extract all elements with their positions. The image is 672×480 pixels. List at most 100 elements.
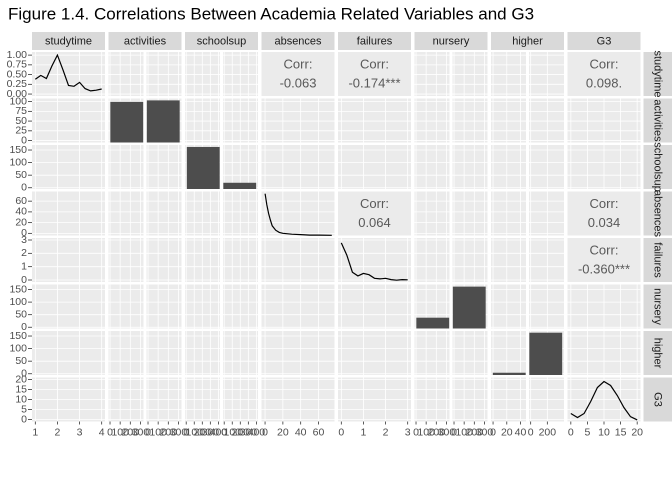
panel <box>529 98 564 143</box>
panel <box>414 191 450 236</box>
strip-label: G3 <box>652 392 664 407</box>
y-tick-label: 2 <box>21 247 27 259</box>
y-tick-label: 0.75 <box>7 59 28 71</box>
strip-label: higher <box>512 35 543 47</box>
x-tick-label: 0 <box>568 426 574 438</box>
y-tick-label: 0 <box>21 368 27 380</box>
x-tick-label: 300 <box>240 426 258 438</box>
panel <box>414 331 450 375</box>
x-tick-label: 100 <box>223 426 241 438</box>
panel <box>261 238 335 282</box>
strip-label: higher <box>652 338 664 369</box>
strip-label: activities <box>652 99 664 142</box>
panel <box>108 238 144 282</box>
x-tick-label: 300 <box>438 426 456 438</box>
panel <box>414 145 450 189</box>
y-tick-label: 40 <box>15 206 27 218</box>
corr-title: Corr: <box>360 196 389 211</box>
panel <box>146 52 182 96</box>
y-tick-label: 100 <box>9 156 27 168</box>
y-tick-label: 0 <box>21 182 27 194</box>
panel <box>452 52 488 96</box>
panel <box>108 191 144 236</box>
strip-label: activities <box>124 35 167 47</box>
panel <box>261 191 335 236</box>
x-tick-label: 2 <box>383 426 389 438</box>
panel <box>146 238 182 282</box>
panel <box>452 331 488 375</box>
x-tick-label: 100 <box>455 426 473 438</box>
y-tick-label: 0 <box>21 274 27 286</box>
x-tick-label: 200 <box>466 426 484 438</box>
strip-top <box>108 32 182 50</box>
strip-label: studytime <box>45 35 92 47</box>
panel <box>338 191 411 236</box>
x-tick-label: 200 <box>539 426 557 438</box>
panel <box>452 238 488 282</box>
y-tick-label: 50 <box>15 308 27 320</box>
bar <box>186 146 220 189</box>
strip-label: G3 <box>597 35 612 47</box>
panel <box>338 284 411 329</box>
panel <box>567 238 641 282</box>
corr-title: Corr: <box>590 56 619 71</box>
corr-value: -0.063 <box>280 75 317 90</box>
x-tick-label: 400 <box>210 426 228 438</box>
strip-right <box>643 284 672 329</box>
panel <box>261 98 335 143</box>
panel <box>529 52 564 96</box>
x-tick-label: 20 <box>631 426 643 438</box>
y-tick-label: 25 <box>15 125 27 137</box>
panel <box>32 52 105 96</box>
panel <box>32 145 105 189</box>
y-tick-label: 100 <box>9 296 27 308</box>
panel <box>146 145 182 189</box>
x-tick-label: 0 <box>528 426 534 438</box>
panel <box>529 238 564 282</box>
x-tick-label: 5 <box>584 426 590 438</box>
panel <box>108 52 144 96</box>
y-tick-label: 150 <box>9 283 27 295</box>
strip-label: failures <box>357 35 393 47</box>
panel <box>32 331 105 375</box>
panel <box>108 331 144 375</box>
x-tick-label: 1 <box>32 426 38 438</box>
x-tick-label: 100 <box>149 426 167 438</box>
x-tick-label: 300 <box>476 426 494 438</box>
strip-top <box>567 32 641 50</box>
x-tick-label: 0 <box>183 426 189 438</box>
panel <box>338 52 411 96</box>
chart-title: Figure 1.4. Correlations Between Academi… <box>8 4 534 23</box>
bar <box>146 100 180 143</box>
x-tick-label: 100 <box>417 426 435 438</box>
x-tick-label: 100 <box>111 426 129 438</box>
corr-title: Corr: <box>590 242 619 257</box>
strip-label: nursery <box>652 288 664 325</box>
corr-title: Corr: <box>590 196 619 211</box>
y-tick-label: 1.00 <box>7 49 28 61</box>
x-tick-label: 40 <box>295 426 307 438</box>
bar <box>110 101 144 143</box>
strip-right <box>643 191 672 236</box>
density-line <box>34 53 102 92</box>
strip-top <box>261 32 335 50</box>
strip-top <box>491 32 564 50</box>
y-tick-label: 50 <box>15 355 27 367</box>
strip-label: absences <box>652 190 664 238</box>
bar <box>492 372 526 375</box>
x-tick-label: 1 <box>361 426 367 438</box>
x-tick-label: 3 <box>77 426 83 438</box>
corr-value: 0.098. <box>586 75 622 90</box>
y-tick-label: 5 <box>21 403 27 415</box>
y-tick-label: 50 <box>15 115 27 127</box>
panel <box>32 98 105 143</box>
y-tick-label: 0.50 <box>7 68 28 80</box>
y-tick-label: 0.25 <box>7 78 28 90</box>
panel <box>529 284 564 329</box>
panel <box>338 238 411 282</box>
x-tick-label: 40 <box>515 426 527 438</box>
x-tick-label: 0 <box>338 426 344 438</box>
bar <box>529 332 563 375</box>
panel <box>146 331 182 375</box>
panel <box>452 145 488 189</box>
